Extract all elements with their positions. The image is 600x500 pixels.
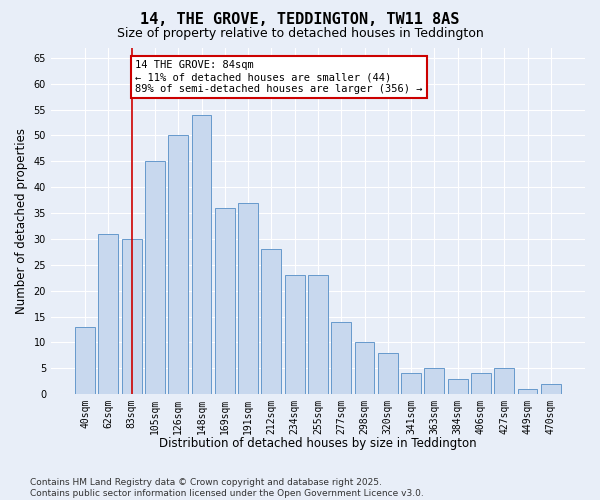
- Bar: [424, 368, 444, 394]
- Text: Contains HM Land Registry data © Crown copyright and database right 2025.
Contai: Contains HM Land Registry data © Crown c…: [30, 478, 424, 498]
- Bar: [75, 327, 95, 394]
- Bar: [169, 136, 188, 394]
- Bar: [518, 389, 538, 394]
- Bar: [191, 115, 211, 394]
- Bar: [285, 275, 305, 394]
- Bar: [145, 162, 165, 394]
- Bar: [401, 374, 421, 394]
- Bar: [494, 368, 514, 394]
- Y-axis label: Number of detached properties: Number of detached properties: [15, 128, 28, 314]
- Text: Size of property relative to detached houses in Teddington: Size of property relative to detached ho…: [116, 28, 484, 40]
- Bar: [98, 234, 118, 394]
- Text: 14, THE GROVE, TEDDINGTON, TW11 8AS: 14, THE GROVE, TEDDINGTON, TW11 8AS: [140, 12, 460, 28]
- Bar: [238, 202, 258, 394]
- X-axis label: Distribution of detached houses by size in Teddington: Distribution of detached houses by size …: [159, 437, 477, 450]
- Bar: [541, 384, 561, 394]
- Bar: [262, 250, 281, 394]
- Bar: [355, 342, 374, 394]
- Bar: [215, 208, 235, 394]
- Text: 14 THE GROVE: 84sqm
← 11% of detached houses are smaller (44)
89% of semi-detach: 14 THE GROVE: 84sqm ← 11% of detached ho…: [135, 60, 422, 94]
- Bar: [122, 239, 142, 394]
- Bar: [308, 275, 328, 394]
- Bar: [471, 374, 491, 394]
- Bar: [331, 322, 351, 394]
- Bar: [378, 352, 398, 394]
- Bar: [448, 378, 467, 394]
